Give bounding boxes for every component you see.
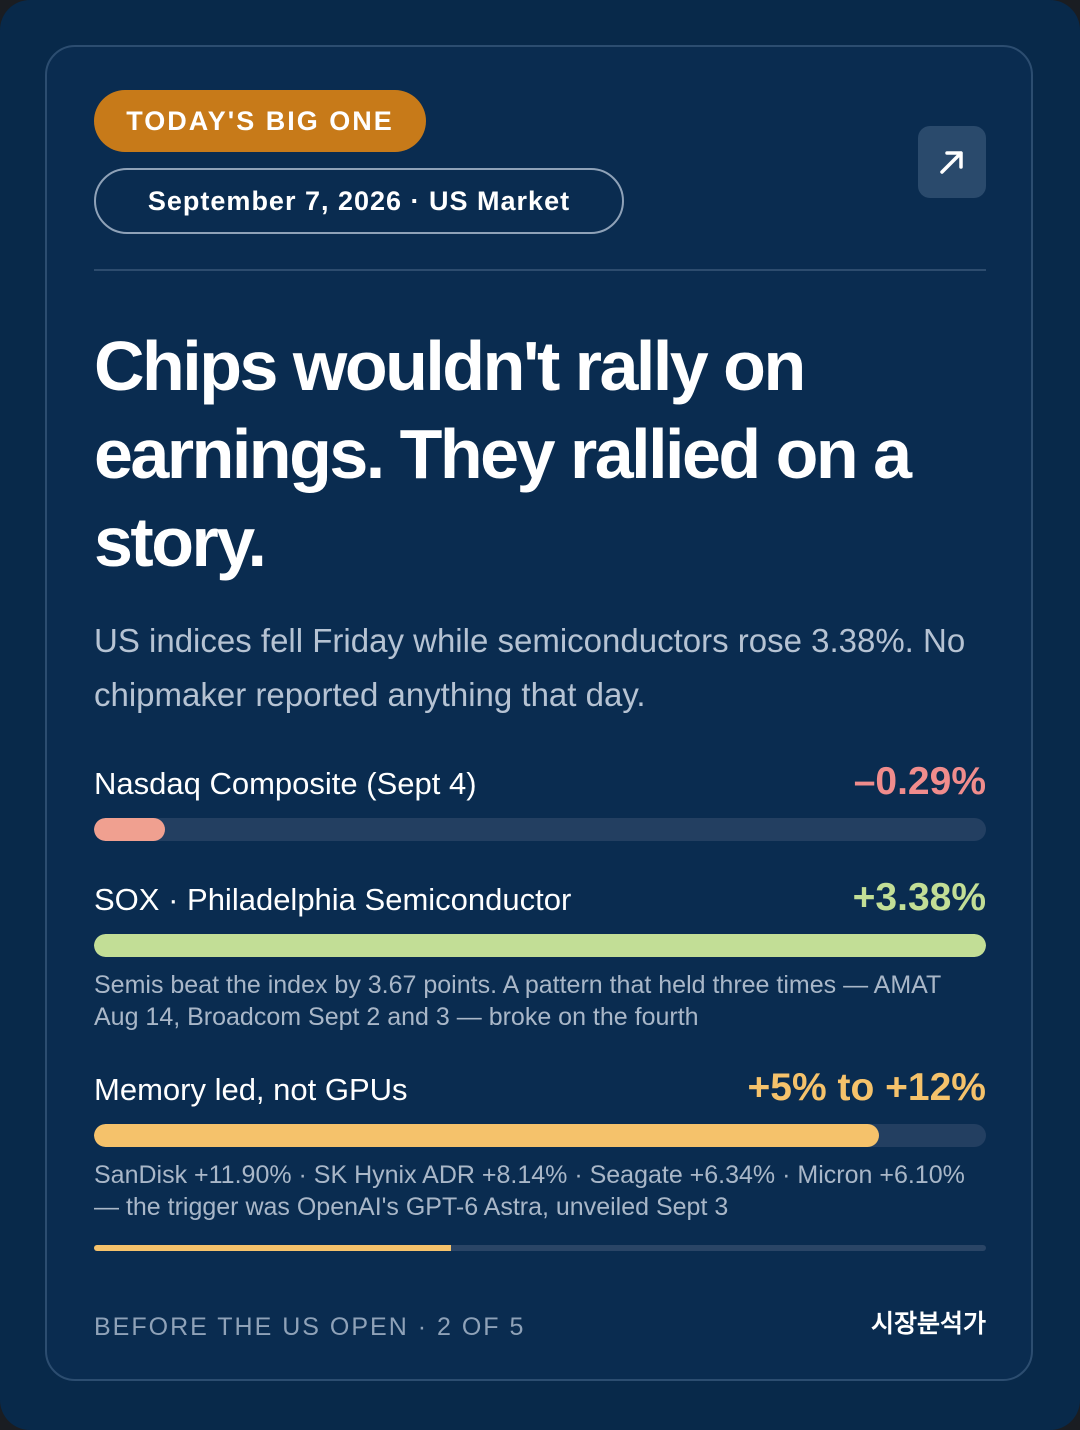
headline: Chips wouldn't rally on earnings. They r… <box>94 327 912 581</box>
nasdaq-label: Nasdaq Composite (Sept 4) <box>94 766 477 801</box>
memory-note: SanDisk +11.90% · SK Hynix ADR +8.14% · … <box>94 1161 965 1221</box>
header-divider <box>94 269 986 271</box>
arrow-up-right-icon <box>940 151 963 174</box>
story-position: BEFORE THE US OPEN · 2 OF 5 <box>94 1313 526 1341</box>
nasdaq-value: –0.29% <box>853 760 986 803</box>
memory-value: +5% to +12% <box>747 1066 986 1109</box>
story-progress-track <box>94 1245 986 1251</box>
date-market-pill: September 7, 2026 · US Market <box>94 168 624 234</box>
memory-bar-fill <box>94 1124 879 1147</box>
nasdaq-bar-track <box>94 818 986 841</box>
nasdaq-bar-fill <box>94 818 166 841</box>
sox-bar-track <box>94 934 986 957</box>
story-card <box>45 45 1033 1381</box>
sox-value: +3.38% <box>852 876 986 919</box>
share-button[interactable] <box>918 126 986 198</box>
subhead: US indices fell Friday while semiconduct… <box>94 622 966 713</box>
brand-name: 시장분석가 <box>870 1310 986 1338</box>
story-progress-fill <box>94 1245 451 1251</box>
memory-bar-track <box>94 1124 986 1147</box>
category-badge: TODAY'S BIG ONE <box>94 90 426 152</box>
sox-note: Semis beat the index by 3.67 points. A p… <box>94 971 941 1031</box>
memory-label: Memory led, not GPUs <box>94 1072 408 1107</box>
sox-label: SOX · Philadelphia Semiconductor <box>94 882 572 917</box>
sox-bar-fill <box>94 934 986 957</box>
